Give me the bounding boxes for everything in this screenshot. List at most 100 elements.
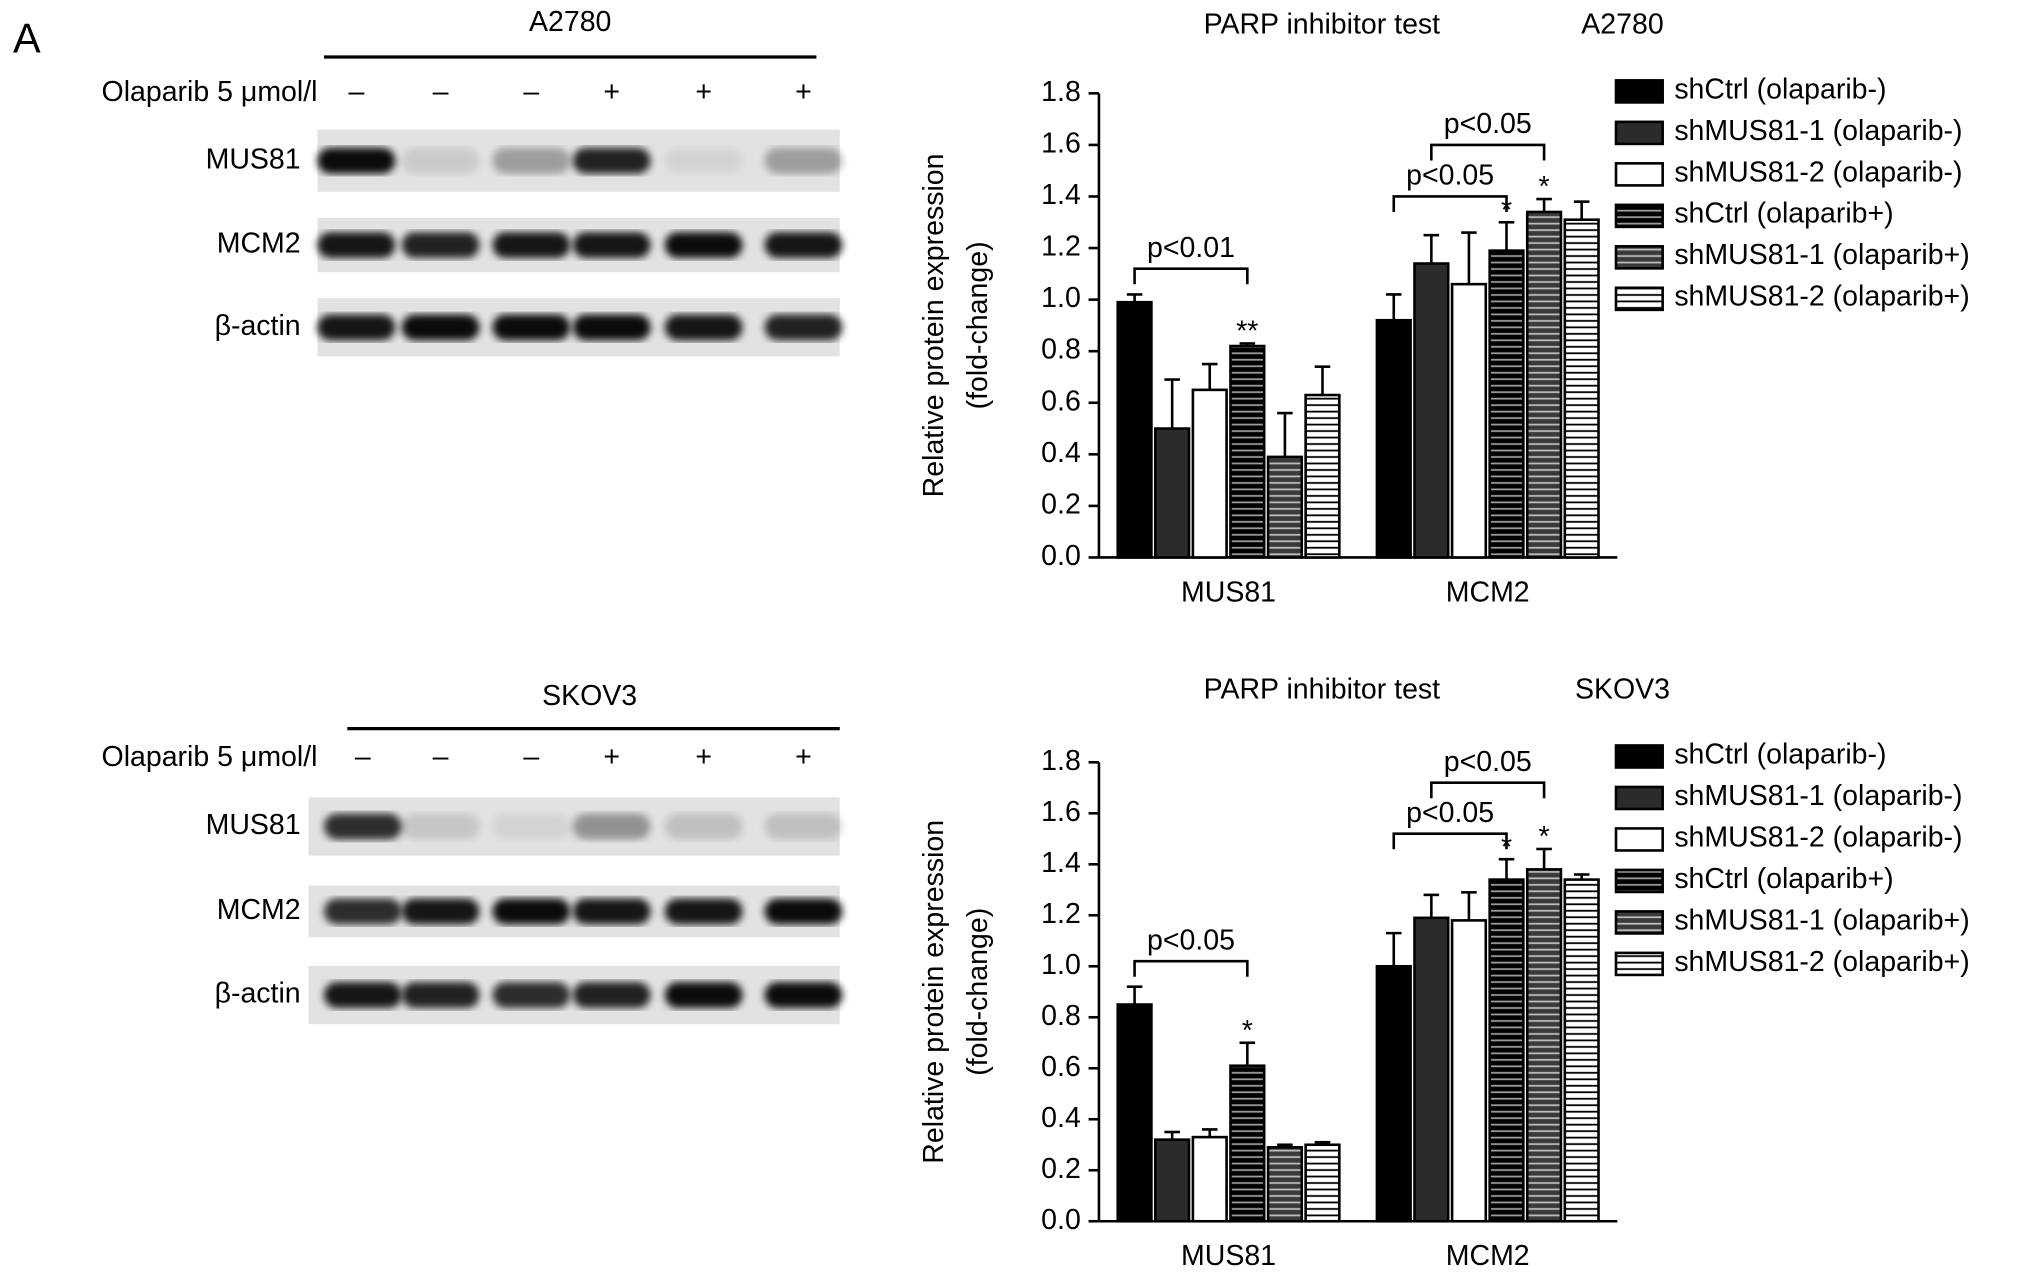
legend-label: shMUS81-2 (olaparib+) [1674,946,1969,978]
blot-band [317,147,396,174]
bar [1116,300,1153,559]
blot-band [572,147,651,174]
legend-label: shMUS81-1 (olaparib-) [1674,115,1962,147]
x-tick-label: MCM2 [1446,1240,1530,1272]
blot-band [572,898,651,925]
bar [1191,388,1228,559]
y-tick-label: 0.6 [1041,385,1081,417]
lane-sign: – [348,76,364,108]
bar [1229,1064,1266,1223]
lane-sign: + [795,741,812,773]
legend-swatch [1614,868,1664,894]
blot-band [572,982,651,1008]
blot-band [401,232,480,258]
blot-band [492,314,571,341]
bar [1116,1003,1153,1223]
y-tick-label: 0.8 [1041,334,1081,366]
legend-label: shMUS81-2 (olaparib-) [1674,156,1962,188]
bar [1488,249,1525,559]
blot-band [664,898,743,925]
blot-band [492,232,571,258]
bar [1525,868,1563,1223]
significance-star: * [1539,821,1550,853]
bar [1413,916,1450,1223]
lane-sign: – [433,741,449,773]
chart-cell-line: A2780 [1581,8,1663,40]
lane-sign: + [795,76,812,108]
bar [1191,1135,1228,1223]
bar [1154,427,1191,559]
y-axis-label: Relative protein expression [918,820,950,1164]
blot-band [764,982,843,1008]
y-tick-label: 0.2 [1041,1153,1081,1185]
significance-star: * [1501,194,1512,226]
y-tick-label: 1.0 [1041,949,1081,981]
blot-band [323,813,402,840]
bar [1563,878,1600,1223]
bar [1266,455,1304,559]
blot-cell-line: A2780 [529,6,611,38]
bar [1154,1138,1191,1223]
bar [1304,1143,1341,1223]
legend-swatch [1614,827,1664,852]
treatment-label: Olaparib 5 μmol/l [102,741,318,773]
bar [1304,393,1341,559]
legend-label: shCtrl (olaparib+) [1674,198,1893,230]
lane-sign: + [695,76,712,108]
blot-band [492,147,571,174]
legend-label: shCtrl (olaparib-) [1674,73,1886,105]
legend-swatch [1614,951,1664,977]
chart-cell-line: SKOV3 [1575,674,1670,706]
bracket-label: p<0.05 [1406,797,1494,829]
y-tick-label: 0.0 [1041,1204,1081,1236]
bar [1375,318,1412,559]
y-tick-label: 1.6 [1041,796,1081,828]
treatment-label: Olaparib 5 μmol/l [102,76,318,108]
blot-band [764,813,843,840]
bar [1450,282,1488,559]
lane-sign: + [603,76,620,108]
bar [1375,964,1412,1223]
blot-band [492,813,571,840]
blot-row-label: β-actin [215,310,301,342]
legend-swatch [1614,245,1664,270]
panel-label: A [13,14,41,61]
y-tick-label: 1.6 [1041,127,1081,159]
legend-label: shMUS81-1 (olaparib+) [1674,904,1969,936]
significance-bracket [1133,267,1249,285]
significance-star: * [1539,171,1550,203]
bar [1450,919,1488,1223]
legend-swatch [1614,910,1664,935]
lane-sign: – [355,741,371,773]
significance-bracket [1392,195,1508,213]
x-tick-label: MUS81 [1181,576,1276,608]
legend-label: shMUS81-1 (olaparib-) [1674,780,1962,812]
legend-label: shMUS81-2 (olaparib-) [1674,821,1962,853]
significance-star: * [1242,1015,1253,1047]
bracket-label: p<0.05 [1406,160,1494,192]
bracket-label: p<0.05 [1444,746,1532,778]
chart-title: PARP inhibitor test [1204,674,1441,706]
blot-row-label: MUS81 [206,143,301,175]
blot-band [764,147,843,174]
lane-sign: + [603,741,620,773]
significance-star: ** [1236,316,1258,348]
legend-swatch [1614,785,1664,811]
bar [1488,878,1525,1223]
significance-bracket [1430,781,1546,799]
blot-band [572,314,651,341]
bar [1563,218,1600,559]
blot-band [317,232,396,258]
y-tick-label: 1.8 [1041,745,1081,777]
blot-band [664,813,743,840]
y-axis-label: (fold-change) [962,241,994,409]
y-tick-label: 0.2 [1041,488,1081,520]
blot-band [764,232,843,258]
x-tick-label: MCM2 [1446,576,1530,608]
blot-row-label: MCM2 [217,228,301,260]
blot-band [492,898,571,925]
blot-band [764,898,843,925]
significance-bracket [1392,832,1508,850]
significance-bracket [1430,143,1546,161]
